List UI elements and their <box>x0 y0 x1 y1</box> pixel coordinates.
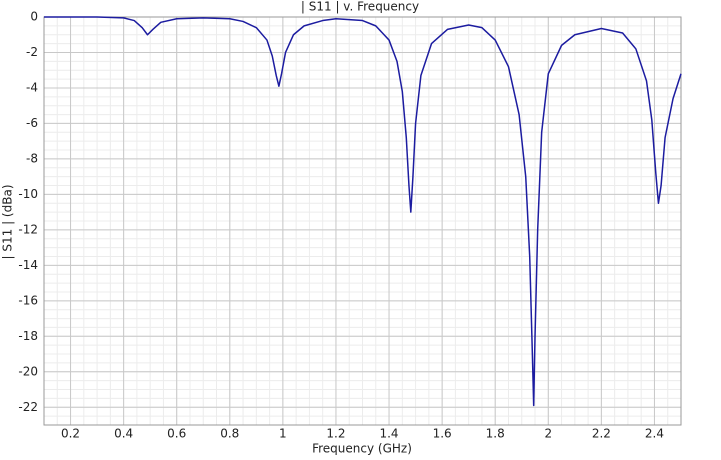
x-axis-label: Frequency (GHz) <box>312 442 412 456</box>
y-tick-label: -10 <box>18 187 38 201</box>
x-tick-label: 0.4 <box>114 427 133 441</box>
y-tick-label: -18 <box>18 329 38 343</box>
y-tick-label: -6 <box>26 116 38 130</box>
x-tick-label: 0.2 <box>61 427 80 441</box>
x-tick-label: 2 <box>544 427 552 441</box>
x-tick-label: 1.6 <box>433 427 452 441</box>
y-axis-label: | S11 | (dBa) <box>1 185 15 260</box>
y-tick-label: -8 <box>26 151 38 165</box>
y-tick-label: -20 <box>18 364 38 378</box>
x-tick-label: 1.4 <box>379 427 398 441</box>
y-tick-label: -16 <box>18 293 38 307</box>
data-line <box>44 16 682 407</box>
y-tick-label: -12 <box>18 222 38 236</box>
x-tick-label: 2.2 <box>592 427 611 441</box>
x-tick-label: 0.6 <box>167 427 186 441</box>
x-tick-label: 1 <box>279 427 287 441</box>
y-tick-label: -2 <box>26 45 38 59</box>
x-tick-label: 2.4 <box>645 427 664 441</box>
y-tick-label: -14 <box>18 258 38 272</box>
x-tick-label: 1.8 <box>486 427 505 441</box>
y-tick-label: -4 <box>26 80 38 94</box>
y-tick-label: -22 <box>18 400 38 414</box>
x-tick-label: 0.8 <box>220 427 239 441</box>
x-tick-label: 1.2 <box>326 427 345 441</box>
y-tick-label: 0 <box>30 10 38 24</box>
chart-title: | S11 | v. Frequency <box>301 0 419 14</box>
plot-frame <box>43 16 682 426</box>
